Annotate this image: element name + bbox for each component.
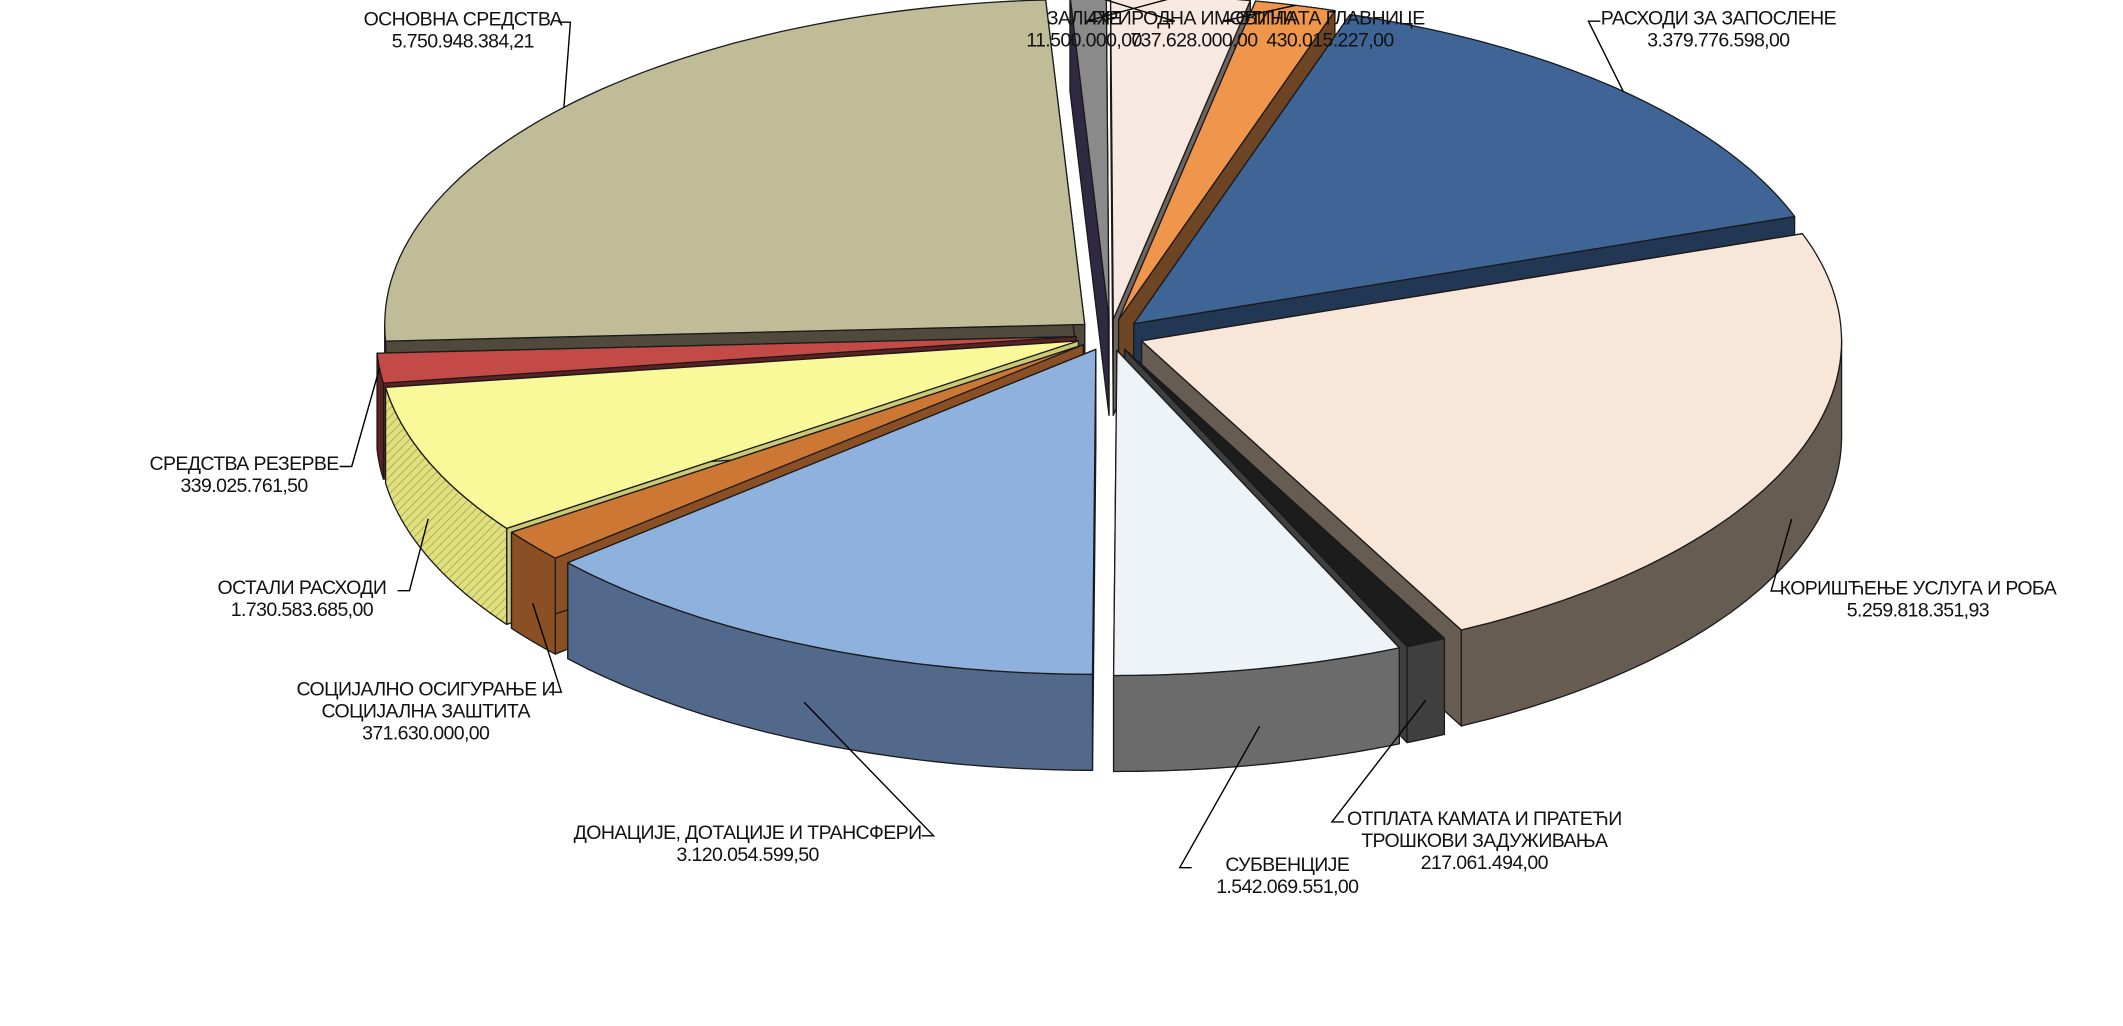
leader-line	[1086, 0, 1168, 22]
slice-value-label: 1.730.583.685,00	[231, 599, 374, 621]
slice-top-face	[1069, 0, 1110, 320]
slice-value-label: 217.061.494,00	[1421, 852, 1549, 874]
leader-line	[1178, 725, 1261, 869]
slice-name-label: РАСХОДИ ЗА ЗАПОСЛЕНЕ	[1601, 8, 1837, 30]
slice-name-label: СОЦИЈАЛНА ЗАШТИТА	[321, 701, 530, 723]
slice-labels: РАСХОДИ ЗА ЗАПОСЛЕНЕ 3.379.776.598,00 КОРИ…	[149, 8, 2057, 899]
leader-line	[1222, 4, 1296, 22]
pie-slice	[1069, 0, 1110, 416]
slice-name-label: СРЕДСТВА РЕЗЕРВЕ	[149, 453, 339, 475]
slice-name-label: ЗАЛИХЕ	[1047, 8, 1122, 30]
leader-line	[1770, 518, 1793, 592]
slice-label: ЗАЛИХЕ 11.500.000,00	[1026, 8, 1142, 52]
pie-slices	[376, 0, 1843, 773]
slice-label: СУБВЕНЦИЈЕ 1.542.069.551,00	[1216, 854, 1359, 898]
leader-line	[1587, 20, 1624, 92]
slice-value-label: 737.628.000,00	[1130, 30, 1258, 52]
slice-label: СОЦИЈАЛНО ОСИГУРАЊЕ И СОЦИЈАЛНА ЗАШТИТА 37…	[297, 679, 555, 745]
slice-value-label: 3.120.054.599,50	[676, 844, 819, 866]
slice-value-label: 5.259.818.351,93	[1847, 599, 1989, 621]
slice-label: СРЕДСТВА РЕЗЕРВЕ 339.025.761,50	[149, 453, 339, 497]
leader-line	[532, 602, 563, 693]
slice-outer-wall	[1406, 637, 1446, 744]
slice-top-face	[384, 340, 1080, 530]
slice-value-label: 3.379.776.598,00	[1647, 30, 1790, 52]
slice-name-label: СОЦИЈАЛНО ОСИГУРАЊЕ И	[297, 679, 555, 701]
slice-name-label: ОСНОВНА СРЕДСТВА	[364, 9, 563, 31]
slice-value-label: 11.500.000,00	[1026, 30, 1142, 52]
leader-line	[1103, 0, 1176, 22]
slice-label: ОСТАЛИ РАСХОДИ 1.730.583.685,00	[218, 577, 387, 621]
slice-label: ОТПЛАТА КАМАТА И ПРАТЕЋИ ТРОШКОВИ ЗАДУЖИВ…	[1347, 808, 1622, 874]
leader-line	[558, 21, 572, 108]
slice-name-label: СУБВЕНЦИЈЕ	[1225, 854, 1350, 876]
slice-top-face	[510, 344, 1084, 559]
leader-line	[803, 701, 936, 837]
pie-slice	[1112, 349, 1400, 773]
slice-value-label: 339.025.761,50	[181, 475, 309, 497]
slice-name-label: ДОНАЦИЈЕ, ДОТАЦИЈЕ И ТРАНСФЕРИ	[574, 822, 922, 844]
slice-top-face	[1123, 348, 1446, 648]
slice-name-label: ОСТАЛИ РАСХОДИ	[218, 577, 387, 599]
slice-top-face	[1109, 0, 1251, 320]
slice-label: ДОНАЦИЈЕ, ДОТАЦИЈЕ И ТРАНСФЕРИ 3.120.054.…	[574, 822, 922, 866]
slice-name-label: ОТПЛАТА КАМАТА И ПРАТЕЋИ	[1347, 808, 1622, 830]
slice-value-label: 5.750.948.384,21	[392, 31, 534, 53]
slice-label: КОРИШЋЕЊЕ УСЛУГА И РОБА 5.259.818.351,93	[1780, 577, 2057, 621]
leader-lines	[339, 0, 1793, 869]
slice-value-label: 371.630.000,00	[362, 723, 490, 745]
slice-value-label: 430.015.227,00	[1266, 30, 1394, 52]
slice-top-face	[1140, 233, 1843, 631]
leader-line	[339, 368, 381, 468]
slice-name-label: ТРОШКОВИ ЗАДУЖИВАЊА	[1361, 830, 1608, 852]
slice-label: ОСНОВНА СРЕДСТВА 5.750.948.384,21	[364, 9, 563, 53]
slice-top-face	[1112, 349, 1400, 677]
slice-name-label: ПРИРОДНА ИМОВИНА	[1092, 8, 1297, 30]
slice-label: ПРИРОДНА ИМОВИНА 737.628.000,00	[1092, 8, 1297, 52]
slice-value-label: 1.542.069.551,00	[1216, 876, 1359, 898]
slice-name-label: ОТПЛАТА ГЛАВНИЦЕ	[1235, 8, 1425, 30]
slice-name-label: КОРИШЋЕЊЕ УСЛУГА И РОБА	[1780, 577, 2057, 599]
pie-slice	[567, 348, 1097, 771]
leader-line	[397, 518, 429, 592]
leader-line	[1330, 699, 1427, 823]
slice-top-face	[567, 348, 1097, 675]
slice-label: РАСХОДИ ЗА ЗАПОСЛЕНЕ 3.379.776.598,00	[1601, 8, 1837, 52]
slice-label: ОТПЛАТА ГЛАВНИЦЕ 430.015.227,00	[1235, 8, 1425, 52]
